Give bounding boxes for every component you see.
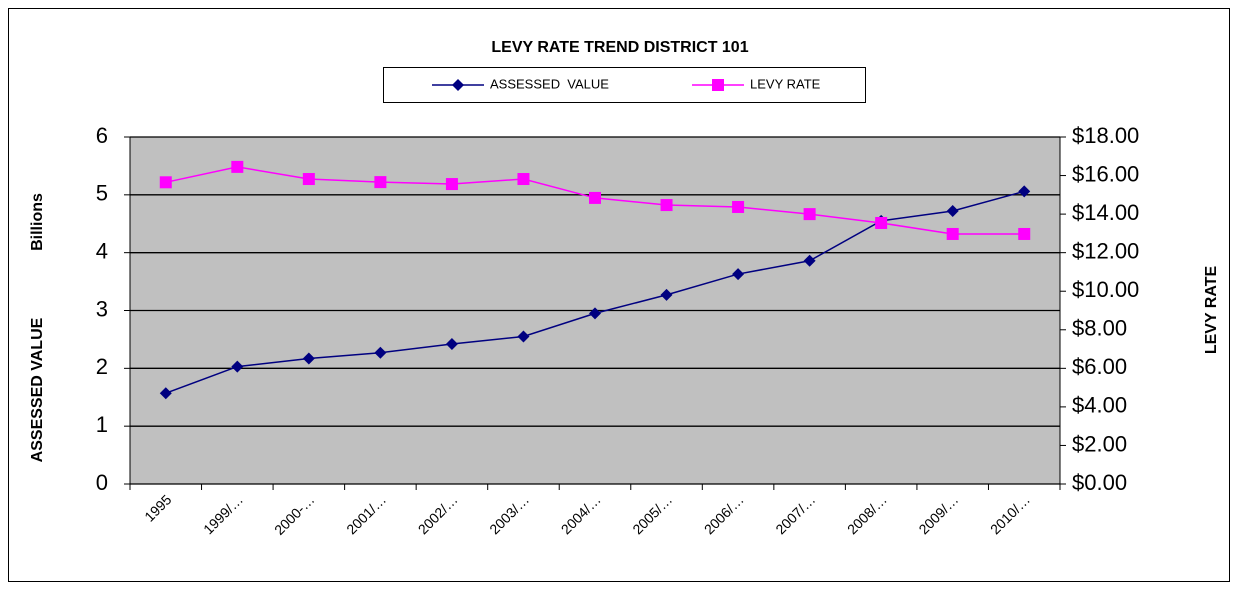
- y-tick-label: 4: [96, 238, 108, 263]
- point: [517, 173, 530, 186]
- y-tick-label: 1: [96, 412, 108, 437]
- y-axis-unit: Billions: [29, 193, 46, 251]
- y-tick-label: 2: [96, 354, 108, 379]
- point: [445, 338, 458, 351]
- point: [660, 288, 673, 301]
- point: [732, 268, 745, 281]
- point: [589, 307, 601, 320]
- point: [803, 254, 816, 267]
- y-tick-label: 5: [96, 181, 108, 206]
- y-tick-label: 0: [96, 470, 108, 495]
- point: [875, 216, 888, 229]
- point: [452, 79, 464, 91]
- point: [159, 387, 172, 400]
- point: [712, 79, 724, 91]
- legend-label: LEVY RATE: [750, 76, 821, 91]
- point: [302, 352, 315, 365]
- point: [302, 173, 315, 186]
- point: [1018, 185, 1031, 198]
- point: [231, 360, 244, 373]
- y2-tick-label: $16.00: [1072, 161, 1139, 186]
- point: [732, 200, 745, 213]
- y2-tick-label: $10.00: [1072, 277, 1139, 302]
- y2-axis-label: LEVY RATE: [1203, 266, 1220, 355]
- y2-tick-label: $0.00: [1072, 470, 1127, 495]
- y2-tick-label: $2.00: [1072, 431, 1127, 456]
- y-axis-label: ASSESSED VALUE: [29, 317, 46, 462]
- point: [660, 199, 673, 212]
- point: [589, 191, 601, 204]
- chart-title: LEVY RATE TREND DISTRICT 101: [491, 39, 748, 56]
- point: [445, 178, 458, 191]
- point: [946, 227, 959, 240]
- y2-tick-label: $18.00: [1072, 123, 1139, 148]
- point: [946, 205, 959, 218]
- point: [374, 346, 387, 359]
- point: [1018, 227, 1031, 240]
- point: [517, 330, 530, 343]
- y2-tick-label: $14.00: [1072, 200, 1139, 225]
- y2-tick-label: $4.00: [1072, 393, 1127, 418]
- point: [231, 160, 244, 173]
- point: [159, 176, 172, 189]
- y-tick-label: 3: [96, 296, 108, 321]
- point: [803, 208, 816, 221]
- point: [374, 176, 387, 189]
- y-tick-label: 6: [96, 123, 108, 148]
- y2-tick-label: $6.00: [1072, 354, 1127, 379]
- legend-label: ASSESSED VALUE: [490, 76, 609, 91]
- y2-tick-label: $8.00: [1072, 316, 1127, 341]
- y2-tick-label: $12.00: [1072, 238, 1139, 263]
